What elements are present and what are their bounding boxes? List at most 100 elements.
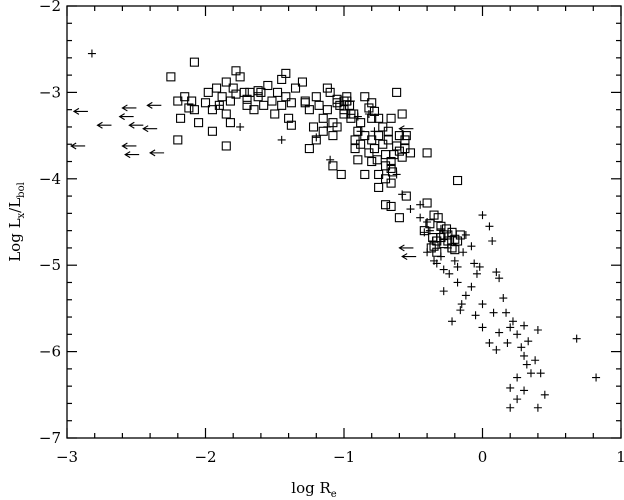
square-point xyxy=(284,113,294,123)
plus-point xyxy=(517,343,526,352)
plus-point xyxy=(453,278,462,287)
square-point xyxy=(184,103,194,113)
plus-point xyxy=(439,287,448,296)
plus-point xyxy=(323,122,332,131)
plus-point xyxy=(495,274,504,283)
plus-point xyxy=(416,200,425,209)
square-point xyxy=(203,87,213,97)
square-point xyxy=(397,109,407,119)
square-point xyxy=(318,113,328,123)
plus-point xyxy=(499,294,508,303)
plus-point xyxy=(502,308,511,317)
square-point xyxy=(374,113,384,123)
plus-point xyxy=(592,373,601,382)
upper-limit-arrow xyxy=(142,125,158,133)
square-point xyxy=(314,100,324,110)
plus-point xyxy=(520,351,529,360)
square-point xyxy=(300,96,310,106)
plus-point xyxy=(416,213,425,222)
plus-point xyxy=(448,317,457,326)
square-point xyxy=(328,161,338,171)
upper-limit-arrow xyxy=(401,253,417,261)
plus-point xyxy=(475,262,484,271)
square-point xyxy=(429,210,439,220)
y-axis-label-sub2: bol xyxy=(16,182,27,198)
square-point xyxy=(401,191,411,201)
square-point xyxy=(367,98,377,108)
x-tick-label: 1 xyxy=(616,448,624,466)
square-point xyxy=(304,144,314,154)
plus-point xyxy=(277,135,286,144)
square-point xyxy=(392,87,402,97)
plus-point xyxy=(364,110,373,118)
square-point xyxy=(356,118,366,128)
square-point xyxy=(318,126,328,136)
square-point xyxy=(397,152,407,162)
plus-point xyxy=(485,338,494,347)
square-point xyxy=(270,109,280,119)
square-point xyxy=(263,80,273,91)
plus-point xyxy=(346,97,355,106)
plus-point xyxy=(526,369,535,378)
square-point xyxy=(336,169,346,180)
plus-point xyxy=(461,230,470,239)
square-point xyxy=(242,94,252,104)
plus-point xyxy=(506,403,515,412)
plus-point xyxy=(432,259,441,268)
y-axis-label-main: Log L xyxy=(6,218,24,261)
plus-point xyxy=(513,395,522,404)
square-point xyxy=(353,155,363,165)
square-point xyxy=(189,57,199,67)
square-point xyxy=(360,92,370,102)
square-point xyxy=(194,118,204,128)
plus-point xyxy=(492,268,501,277)
square-point xyxy=(394,213,404,223)
square-point xyxy=(166,72,176,82)
plus-point xyxy=(312,133,321,142)
square-point xyxy=(253,86,263,96)
plus-point xyxy=(485,222,494,231)
square-point xyxy=(249,105,259,115)
plus-point xyxy=(459,248,468,257)
plus-point xyxy=(436,252,445,261)
plus-point xyxy=(467,242,476,251)
square-point xyxy=(374,182,384,192)
plus-point xyxy=(398,190,407,199)
square-point xyxy=(290,83,301,93)
plus-point xyxy=(533,326,542,334)
square-point xyxy=(231,89,241,99)
plus-point xyxy=(353,112,362,121)
x-tick-label: −2 xyxy=(194,448,216,466)
plus-point xyxy=(513,330,522,339)
y-axis-label-sep: /L xyxy=(6,198,24,213)
square-point xyxy=(392,141,402,151)
square-point xyxy=(221,77,231,87)
square-point xyxy=(173,96,183,106)
plus-point xyxy=(478,300,487,309)
square-point xyxy=(235,72,245,82)
square-point xyxy=(277,100,287,110)
plus-point xyxy=(492,345,501,354)
square-point xyxy=(212,83,222,93)
plus-point xyxy=(488,237,497,246)
square-point xyxy=(176,113,186,123)
x-tick-label: 0 xyxy=(478,448,488,466)
square-point xyxy=(267,96,277,106)
square-point xyxy=(173,135,183,145)
plus-point xyxy=(443,243,452,252)
plus-point xyxy=(392,170,401,179)
plus-point xyxy=(428,237,437,246)
square-point xyxy=(228,83,238,93)
plus-point xyxy=(489,308,498,317)
square-point xyxy=(374,131,384,141)
upper-limit-arrow xyxy=(146,101,162,109)
upper-limit-arrow xyxy=(96,121,112,129)
upper-limit-arrow xyxy=(398,125,414,133)
plus-point xyxy=(467,282,476,291)
square-point xyxy=(453,175,463,186)
plus-point xyxy=(524,337,533,346)
square-point xyxy=(225,96,235,106)
square-point xyxy=(332,98,342,108)
square-point xyxy=(322,83,332,93)
